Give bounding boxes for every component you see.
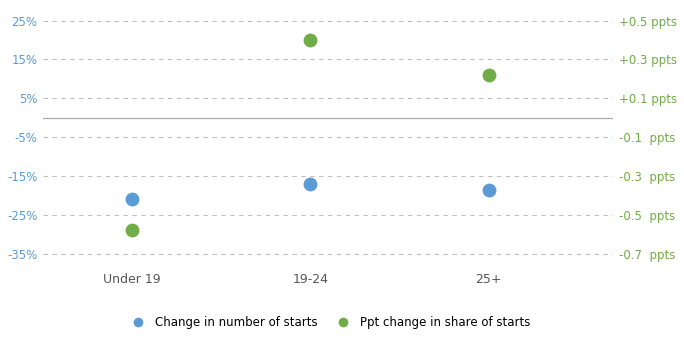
Point (127, 197, 137, 202)
Point (483, 187, 494, 192)
Point (305, 181, 316, 186)
Point (483, 72, 494, 78)
Legend: Change in number of starts, Ppt change in share of starts: Change in number of starts, Ppt change i… (122, 312, 535, 334)
Point (127, 227, 137, 233)
Point (305, 37, 316, 43)
